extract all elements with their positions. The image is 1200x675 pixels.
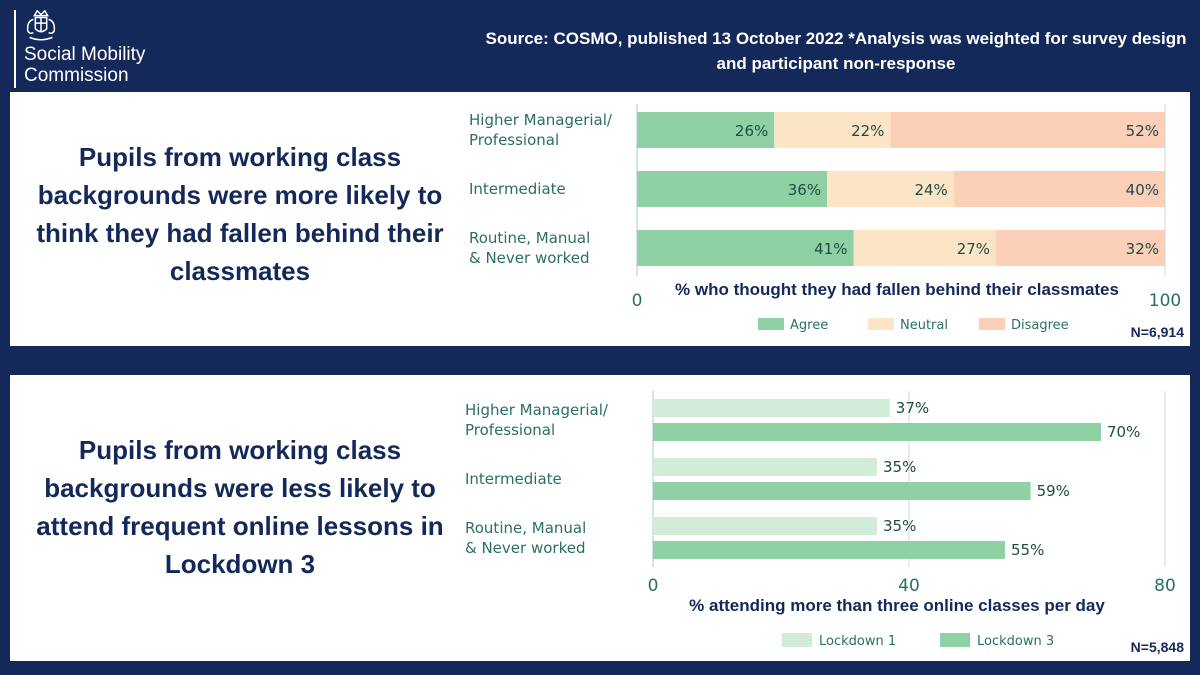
x-axis-title: % who thought they had fallen behind the… — [675, 280, 1119, 299]
chart-fallen-behind: Higher Managerial/Professional 26% 22% 52% I… — [469, 104, 1181, 333]
bar-lockdown-3-1 — [653, 423, 1101, 441]
bar-neutral-1 — [774, 112, 891, 148]
x-axis-title: % attending more than three online class… — [689, 596, 1105, 615]
bar-lockdown-3-3 — [653, 541, 1005, 559]
data-label-lockdown-3-2: 59% — [1037, 482, 1070, 500]
legend-swatch-disagree — [979, 318, 1005, 330]
bar-disagree-2 — [953, 171, 1165, 207]
royal-crest-icon — [26, 9, 56, 41]
data-label-agree-2: 36% — [788, 181, 821, 199]
panel2-sample-size: N=5,848 — [1130, 639, 1184, 655]
legend-label-lockdown-1: Lockdown 1 — [819, 634, 896, 649]
category-label-higher-managerial-professional: Higher Managerial/ — [469, 111, 613, 129]
brand-logo: Social Mobility Commission — [14, 8, 184, 88]
category-label-routine-manual-never-worked: & Never worked — [469, 249, 589, 267]
panel-online-lessons: Pupils from working class backgrounds we… — [10, 375, 1190, 661]
legend-label-neutral: Neutral — [900, 318, 948, 333]
bar-lockdown-3-2 — [653, 482, 1031, 500]
data-label-lockdown-1-1: 37% — [896, 399, 929, 417]
x-tick-label-80: 80 — [1154, 576, 1176, 596]
data-label-disagree-1: 52% — [1126, 122, 1159, 140]
bar-agree-1 — [637, 112, 775, 148]
legend-swatch-neutral — [868, 318, 894, 330]
category-label-routine-manual-never-worked: Routine, Manual — [465, 519, 586, 537]
data-label-lockdown-3-1: 70% — [1107, 423, 1140, 441]
bar-disagree-1 — [890, 112, 1165, 148]
source-note: Source: COSMO, published 13 October 2022… — [485, 29, 1187, 73]
category-label-higher-managerial-professional: Professional — [465, 421, 555, 439]
category-label-routine-manual-never-worked: & Never worked — [465, 539, 585, 557]
bar-lockdown-1-3 — [653, 517, 877, 535]
legend-swatch-agree — [758, 318, 784, 330]
category-label-higher-managerial-professional: Professional — [469, 131, 559, 149]
panel1-headline: Pupils from working class backgrounds we… — [36, 142, 444, 286]
x-tick-label-100: 100 — [1149, 291, 1181, 311]
data-label-neutral-3: 27% — [957, 240, 990, 258]
legend-label-disagree: Disagree — [1011, 318, 1069, 333]
bar-agree-2 — [637, 171, 828, 207]
bar-lockdown-1-2 — [653, 458, 877, 476]
legend-label-lockdown-3: Lockdown 3 — [977, 634, 1054, 649]
category-label-intermediate: Intermediate — [465, 470, 562, 488]
panel-fallen-behind: Pupils from working class backgrounds we… — [10, 92, 1190, 346]
data-label-disagree-2: 40% — [1126, 181, 1159, 199]
data-label-agree-1: 26% — [735, 122, 768, 140]
brand-divider — [14, 10, 16, 88]
x-tick-label-0: 0 — [632, 291, 643, 311]
x-tick-label-0: 0 — [648, 576, 659, 596]
data-label-disagree-3: 32% — [1126, 240, 1159, 258]
data-label-lockdown-3-3: 55% — [1011, 541, 1044, 559]
legend-swatch-lockdown-3 — [940, 633, 970, 647]
panel2-headline: Pupils from working class backgrounds we… — [36, 435, 444, 579]
chart-online-lessons: 0 40 80 Higher Managerial/Professional 37% 70… — [465, 391, 1176, 649]
data-label-neutral-2: 24% — [914, 181, 947, 199]
category-label-higher-managerial-professional: Higher Managerial/ — [465, 401, 609, 419]
bar-neutral-3 — [853, 230, 997, 266]
bar-neutral-2 — [827, 171, 954, 207]
panel1-sample-size: N=6,914 — [1130, 324, 1184, 340]
data-label-lockdown-1-3: 35% — [883, 517, 916, 535]
data-label-neutral-1: 22% — [851, 122, 884, 140]
bar-agree-3 — [637, 230, 854, 266]
legend-swatch-lockdown-1 — [782, 633, 812, 647]
legend-label-agree: Agree — [790, 318, 828, 333]
category-label-intermediate: Intermediate — [469, 180, 566, 198]
bar-disagree-3 — [996, 230, 1165, 266]
brand-name: Social Mobility Commission — [24, 44, 146, 86]
data-label-agree-3: 41% — [814, 240, 847, 258]
bar-lockdown-1-1 — [653, 399, 890, 417]
category-label-routine-manual-never-worked: Routine, Manual — [469, 229, 590, 247]
x-tick-label-40: 40 — [898, 576, 920, 596]
data-label-lockdown-1-2: 35% — [883, 458, 916, 476]
